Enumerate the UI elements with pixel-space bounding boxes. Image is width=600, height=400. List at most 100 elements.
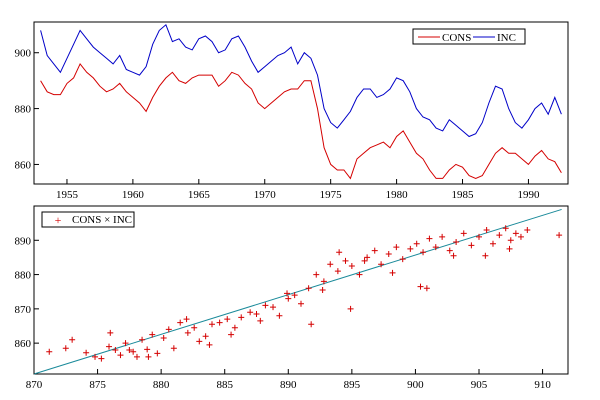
scatter-point (336, 249, 343, 256)
scatter-point (420, 249, 427, 256)
scatter-point (506, 245, 513, 252)
scatter-point (98, 355, 105, 362)
scatter-point (348, 263, 355, 269)
scatter-point (378, 261, 385, 268)
scatter-point (483, 227, 490, 233)
scatter-point (361, 257, 368, 264)
scatter-point (482, 252, 489, 259)
scatter-point (177, 319, 184, 326)
scatter-point (270, 304, 277, 311)
y-tick-label: 880 (15, 104, 32, 116)
scatter-point (298, 300, 304, 307)
scatter-point (257, 317, 264, 324)
x-tick-label: 890 (280, 379, 297, 391)
scatter-point (342, 257, 349, 264)
scatter-point (184, 329, 191, 336)
scatter-point (393, 244, 400, 251)
scatter-point (407, 245, 414, 252)
scatter-point (320, 278, 327, 285)
x-tick-label: 885 (216, 379, 233, 391)
scatter-point (107, 329, 114, 336)
scatter-point (253, 311, 260, 317)
scatter-point (556, 232, 563, 239)
scatter-point (524, 227, 531, 233)
scatter-point (347, 305, 354, 312)
top-legend: CONS INC (412, 28, 526, 45)
series-line-cons (40, 62, 562, 180)
scatter-point (46, 348, 53, 355)
scatter-point (238, 314, 245, 321)
scatter-point (284, 290, 291, 297)
scatter-point (364, 254, 371, 261)
scatter-point (319, 287, 326, 293)
scatter-point (276, 312, 283, 319)
scatter-point (139, 336, 146, 343)
y-tick-label: 870 (15, 304, 32, 316)
bottom-legend: + CONS × INC (41, 211, 135, 228)
scatter-point (228, 331, 235, 338)
x-tick-label: 1955 (56, 189, 79, 201)
series-line-inc (40, 23, 562, 138)
scatter-point (262, 302, 269, 309)
x-tick-label: 1990 (517, 189, 540, 201)
x-tick-label: 880 (153, 379, 170, 391)
scatter-point (385, 251, 392, 257)
scatter-point (126, 347, 133, 353)
scatter-point (231, 324, 238, 331)
scatter-point (62, 345, 69, 352)
scatter-point (133, 353, 140, 360)
scatter-point (460, 230, 467, 237)
bottom-y-axis-ticks: 860 870 880 890 (15, 235, 39, 350)
scatter-point (247, 309, 254, 316)
scatter-point (489, 240, 496, 247)
x-tick-label: 1970 (254, 189, 277, 201)
y-tick-label: 900 (15, 48, 32, 60)
scatter-point (224, 316, 231, 323)
scatter-point (206, 341, 213, 348)
scatter-point (183, 316, 190, 323)
scatter-point (327, 261, 334, 268)
legend-inc-label: INC (497, 32, 516, 44)
scatter-point (356, 271, 363, 278)
bottom-plot-frame (33, 205, 569, 375)
scatter-point (285, 295, 292, 302)
scatter-point (305, 285, 312, 292)
x-tick-label: 895 (344, 379, 361, 391)
legend-cons-label: CONS (442, 32, 471, 44)
x-tick-label: 910 (534, 379, 551, 391)
x-tick-label: 1975 (320, 189, 343, 201)
scatter-point (453, 239, 460, 245)
scatter-point (202, 333, 209, 340)
top-y-axis-ticks: 860 880 900 (15, 48, 39, 171)
y-tick-label: 860 (15, 159, 32, 171)
scatter-point (291, 292, 298, 299)
scatter-point (196, 338, 203, 345)
scatter-point (308, 321, 315, 328)
scatter-point (149, 331, 156, 338)
scatter-point (191, 324, 198, 331)
x-tick-label: 1965 (188, 189, 211, 201)
x-tick-label: 1960 (122, 189, 145, 201)
scatter-point (399, 256, 406, 263)
scatter-point (468, 242, 475, 249)
scatter-point (117, 352, 124, 359)
scatter-point (170, 345, 177, 352)
scatter-point (502, 225, 509, 232)
scatter-point (216, 319, 223, 326)
scatter-point (423, 285, 430, 292)
scatter-point (417, 283, 424, 290)
x-tick-label: 900 (407, 379, 424, 391)
scatter-point (83, 349, 90, 356)
scatter-point (209, 321, 215, 328)
scatter-point (69, 336, 76, 343)
scatter-point (432, 244, 439, 251)
scatter-point (389, 269, 396, 276)
scatter-point (507, 237, 514, 244)
x-tick-label: 875 (89, 379, 106, 391)
scatter-point (154, 350, 161, 357)
x-tick-label: 905 (471, 379, 488, 391)
scatter-point (496, 232, 503, 239)
y-tick-label: 860 (15, 338, 32, 350)
